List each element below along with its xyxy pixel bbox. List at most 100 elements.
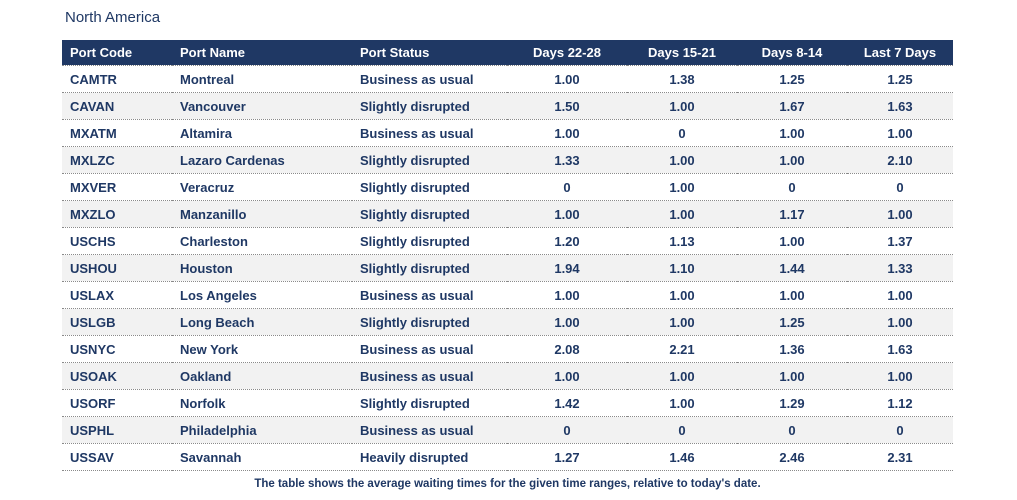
value-cell-days-15-21: 1.00 — [627, 173, 737, 201]
value-cell-days-15-21: 1.00 — [627, 362, 737, 390]
value-cell-last-7-days: 1.00 — [847, 281, 953, 309]
value-cell-days-8-14: 1.25 — [737, 308, 847, 336]
table-caption: The table shows the average waiting time… — [254, 478, 761, 490]
value-cell-days-22-28: 1.94 — [507, 254, 627, 282]
column-header-port-status: Port Status — [352, 40, 507, 66]
column-header-last-7-days: Last 7 Days — [847, 40, 953, 66]
port-name-cell: Montreal — [172, 65, 352, 93]
port-code-cell: MXLZC — [62, 146, 172, 174]
ports-table: Port Code Port Name Port Status Days 22-… — [62, 40, 953, 471]
value-cell-last-7-days: 0 — [847, 416, 953, 444]
value-cell-days-15-21: 0 — [627, 119, 737, 147]
port-name-cell: Houston — [172, 254, 352, 282]
value-cell-days-15-21: 1.00 — [627, 308, 737, 336]
port-status-cell: Slightly disrupted — [352, 173, 507, 201]
table-row: USOAK Oakland Business as usual 1.00 1.00 1.0… — [62, 362, 953, 390]
page-title: North America — [65, 9, 161, 26]
value-cell-last-7-days: 1.00 — [847, 119, 953, 147]
column-header-days-15-21: Days 15-21 — [627, 40, 737, 66]
table-row: USSAV Savannah Heavily disrupted 1.27 1.46 2.… — [62, 443, 953, 471]
value-cell-days-15-21: 1.00 — [627, 92, 737, 120]
port-name-cell: Charleston — [172, 227, 352, 255]
port-code-cell: USCHS — [62, 227, 172, 255]
value-cell-days-8-14: 1.00 — [737, 227, 847, 255]
value-cell-days-8-14: 1.00 — [737, 362, 847, 390]
port-status-cell: Slightly disrupted — [352, 146, 507, 174]
port-code-cell: USORF — [62, 389, 172, 417]
table-row: USCHS Charleston Slightly disrupted 1.20 1.1… — [62, 227, 953, 255]
port-status-cell: Business as usual — [352, 335, 507, 363]
table-row: USLAX Los Angeles Business as usual 1.00 1.0… — [62, 281, 953, 309]
port-code-cell: USLAX — [62, 281, 172, 309]
port-name-cell: New York — [172, 335, 352, 363]
port-status-cell: Business as usual — [352, 281, 507, 309]
value-cell-days-22-28: 1.33 — [507, 146, 627, 174]
value-cell-days-22-28: 1.50 — [507, 92, 627, 120]
value-cell-days-22-28: 0 — [507, 416, 627, 444]
value-cell-last-7-days: 1.12 — [847, 389, 953, 417]
table-row: USPHL Philadelphia Business as usual 0 0 0 0 — [62, 416, 953, 444]
value-cell-days-8-14: 1.44 — [737, 254, 847, 282]
port-code-cell: CAVAN — [62, 92, 172, 120]
port-status-cell: Slightly disrupted — [352, 227, 507, 255]
port-name-cell: Vancouver — [172, 92, 352, 120]
table-row: USNYC New York Business as usual 2.08 2.21 1.… — [62, 335, 953, 363]
table-row: USLGB Long Beach Slightly disrupted 1.00 1.0… — [62, 308, 953, 336]
port-code-cell: USLGB — [62, 308, 172, 336]
table-row: USHOU Houston Slightly disrupted 1.94 1.10 1.… — [62, 254, 953, 282]
value-cell-days-15-21: 1.13 — [627, 227, 737, 255]
table-row: CAVAN Vancouver Slightly disrupted 1.50 1.00… — [62, 92, 953, 120]
value-cell-days-8-14: 0 — [737, 416, 847, 444]
value-cell-days-8-14: 1.00 — [737, 146, 847, 174]
port-status-cell: Slightly disrupted — [352, 200, 507, 228]
value-cell-days-22-28: 1.00 — [507, 281, 627, 309]
value-cell-days-15-21: 1.00 — [627, 146, 737, 174]
port-status-cell: Business as usual — [352, 65, 507, 93]
value-cell-days-15-21: 1.00 — [627, 281, 737, 309]
value-cell-days-8-14: 2.46 — [737, 443, 847, 471]
port-code-cell: USHOU — [62, 254, 172, 282]
port-name-cell: Lazaro Cardenas — [172, 146, 352, 174]
port-status-cell: Business as usual — [352, 119, 507, 147]
value-cell-last-7-days: 2.31 — [847, 443, 953, 471]
port-status-cell: Business as usual — [352, 416, 507, 444]
port-name-cell: Norfolk — [172, 389, 352, 417]
value-cell-last-7-days: 1.00 — [847, 362, 953, 390]
value-cell-days-8-14: 1.25 — [737, 65, 847, 93]
value-cell-days-15-21: 1.00 — [627, 200, 737, 228]
column-header-days-22-28: Days 22-28 — [507, 40, 627, 66]
port-code-cell: MXVER — [62, 173, 172, 201]
table-row: USORF Norfolk Slightly disrupted 1.42 1.00 1.… — [62, 389, 953, 417]
value-cell-days-22-28: 1.42 — [507, 389, 627, 417]
value-cell-last-7-days: 1.37 — [847, 227, 953, 255]
port-status-cell: Slightly disrupted — [352, 92, 507, 120]
port-status-cell: Slightly disrupted — [352, 389, 507, 417]
value-cell-days-22-28: 1.00 — [507, 362, 627, 390]
value-cell-days-22-28: 1.00 — [507, 65, 627, 93]
column-header-port-code: Port Code — [62, 40, 172, 66]
port-name-cell: Altamira — [172, 119, 352, 147]
table-row: MXLZC Lazaro Cardenas Slightly disrupted 1.… — [62, 146, 953, 174]
value-cell-days-22-28: 0 — [507, 173, 627, 201]
value-cell-days-8-14: 1.00 — [737, 281, 847, 309]
port-name-cell: Philadelphia — [172, 416, 352, 444]
value-cell-days-8-14: 1.67 — [737, 92, 847, 120]
value-cell-days-22-28: 2.08 — [507, 335, 627, 363]
value-cell-days-15-21: 1.10 — [627, 254, 737, 282]
value-cell-days-15-21: 2.21 — [627, 335, 737, 363]
value-cell-days-15-21: 1.00 — [627, 389, 737, 417]
value-cell-days-15-21: 1.46 — [627, 443, 737, 471]
port-waiting-times-panel: North America Port Code Port Name Port S… — [0, 9, 1017, 500]
port-code-cell: USNYC — [62, 335, 172, 363]
port-code-cell: MXATM — [62, 119, 172, 147]
table-row: MXVER Veracruz Slightly disrupted 0 1.00 0 0 — [62, 173, 953, 201]
port-code-cell: MXZLO — [62, 200, 172, 228]
value-cell-last-7-days: 1.00 — [847, 200, 953, 228]
value-cell-days-15-21: 1.38 — [627, 65, 737, 93]
value-cell-last-7-days: 1.33 — [847, 254, 953, 282]
value-cell-days-8-14: 1.36 — [737, 335, 847, 363]
port-status-cell: Slightly disrupted — [352, 254, 507, 282]
port-name-cell: Manzanillo — [172, 200, 352, 228]
port-name-cell: Los Angeles — [172, 281, 352, 309]
value-cell-days-15-21: 0 — [627, 416, 737, 444]
